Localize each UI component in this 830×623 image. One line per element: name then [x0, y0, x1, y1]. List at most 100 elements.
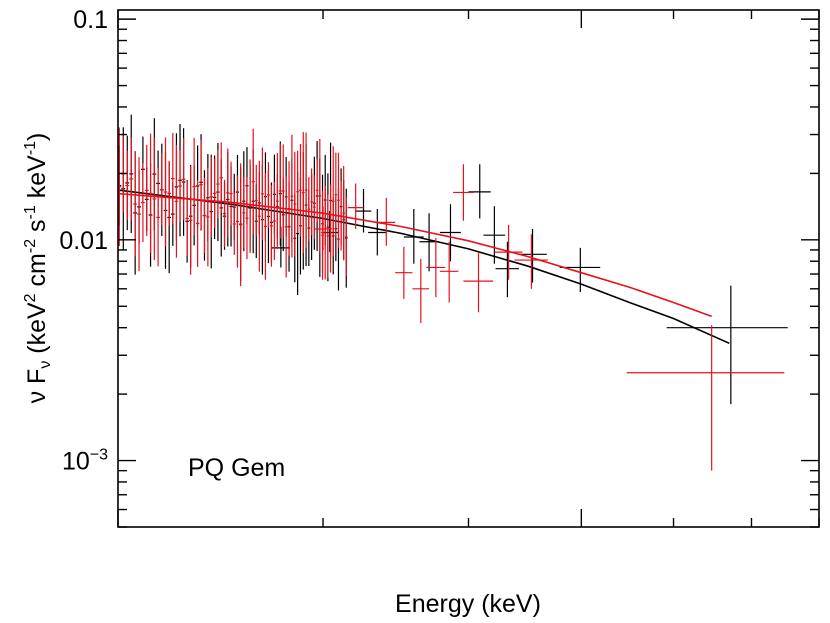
- series-1-point: [337, 152, 340, 248]
- series-1-point: [248, 159, 252, 253]
- series-1-point: [290, 134, 294, 258]
- series-1-point: [239, 163, 243, 287]
- y-tick-label: 10−3: [62, 447, 108, 476]
- series-0-point: [666, 285, 788, 405]
- series-1-point: [242, 177, 246, 249]
- series-1-point: [463, 252, 494, 313]
- series-1-point: [494, 224, 523, 280]
- series-1-point: [129, 137, 134, 221]
- tick-layer: [117, 10, 820, 528]
- data-layer: [117, 114, 788, 471]
- series-1-point: [188, 165, 193, 275]
- series-1-point: [152, 137, 157, 261]
- series-1-point: [156, 168, 160, 267]
- annotation-label: PQ Gem: [188, 454, 285, 482]
- series-1-point: [281, 144, 285, 238]
- series-1-point: [293, 151, 297, 257]
- series-1-point: [344, 197, 348, 277]
- series-1-point: [284, 175, 288, 278]
- series-1-point: [163, 137, 168, 247]
- y-title-mid4: keV: [23, 155, 51, 205]
- y-tick-label: 0.1: [73, 6, 108, 34]
- x-axis-title: Energy (keV): [395, 590, 541, 618]
- series-1-point: [195, 179, 200, 267]
- series-1-point: [278, 143, 282, 239]
- series-1-point: [453, 164, 474, 221]
- series-1-point: [269, 185, 273, 267]
- series-1-point: [272, 182, 276, 260]
- series-1-point: [199, 140, 203, 230]
- series-1-point: [275, 153, 279, 250]
- y-title-prefix: ν F: [23, 369, 51, 404]
- series-1-point: [159, 153, 164, 226]
- series-1-point: [192, 137, 196, 236]
- y-title-suffix: ): [23, 133, 51, 141]
- series-1-point: [395, 246, 413, 299]
- series-1-point: [185, 180, 189, 257]
- series-1-point: [334, 152, 338, 237]
- series-1-point: [181, 138, 186, 221]
- series-1-point: [202, 177, 207, 254]
- y-tick-label-base: 0.1: [73, 6, 108, 34]
- series-1-point: [212, 158, 217, 229]
- series-1-point: [412, 258, 430, 324]
- series-1-point: [167, 160, 171, 226]
- series-1-point: [226, 148, 230, 238]
- series-1-point: [304, 132, 308, 248]
- series-1-point: [347, 183, 364, 229]
- series-1-group: [117, 127, 785, 471]
- y-title-mid3: s: [23, 219, 51, 238]
- y-title-sup1: 2: [22, 293, 39, 302]
- y-tick-label-exponent: −3: [90, 447, 108, 464]
- series-1-point: [315, 159, 319, 222]
- series-1-point: [178, 150, 182, 222]
- series-1-point: [260, 147, 264, 241]
- y-axis-title: ν Fν (keV2 cm-2 s-1 keV-1): [22, 133, 54, 404]
- series-1-point: [331, 146, 335, 257]
- series-0-point: [355, 188, 372, 233]
- y-title-sup4: -1: [22, 141, 39, 155]
- series-1-point: [310, 168, 313, 236]
- series-1-point: [148, 133, 153, 254]
- series-1-point: [257, 160, 261, 272]
- series-1-point: [299, 143, 302, 237]
- series-1-point: [222, 179, 227, 248]
- series-1-model-line: [117, 192, 712, 318]
- series-1-point: [174, 144, 179, 258]
- series-0-model-line: [117, 189, 730, 345]
- series-1-point: [312, 175, 316, 240]
- y-title-sup3: -1: [22, 205, 39, 219]
- y-tick-label-base: 0.01: [59, 227, 108, 255]
- tick-label-layer: 10−3 0.01 0.1: [59, 6, 108, 475]
- series-1-point: [133, 151, 138, 257]
- y-title-mid2: cm: [23, 253, 51, 293]
- series-1-point: [209, 156, 213, 238]
- series-1-point: [342, 165, 345, 261]
- series-1-point: [170, 133, 175, 225]
- series-0-point: [517, 228, 547, 283]
- series-1-point: [254, 164, 258, 237]
- y-tick-label: 0.01: [59, 227, 108, 255]
- series-1-point: [229, 161, 233, 226]
- y-tick-label-base: 10: [62, 448, 90, 476]
- series-1-point: [377, 197, 396, 246]
- series-1-point: [144, 144, 149, 236]
- series-1-point: [245, 177, 249, 260]
- series-1-point: [263, 173, 267, 280]
- plot-frame: [117, 9, 820, 528]
- series-1-point: [125, 150, 130, 221]
- series-0-point: [368, 208, 387, 256]
- series-1-point: [307, 177, 311, 242]
- y-title-mid1: (keV: [23, 302, 51, 361]
- series-0-point: [439, 204, 461, 262]
- series-1-point: [626, 325, 785, 471]
- series-1-point: [323, 185, 327, 280]
- series-1-point: [326, 194, 330, 278]
- series-1-point: [439, 241, 459, 303]
- series-1-point: [251, 128, 255, 235]
- series-1-point: [137, 157, 141, 272]
- series-0-point: [495, 241, 519, 298]
- series-1-point: [301, 132, 305, 254]
- series-1-point: [266, 162, 270, 228]
